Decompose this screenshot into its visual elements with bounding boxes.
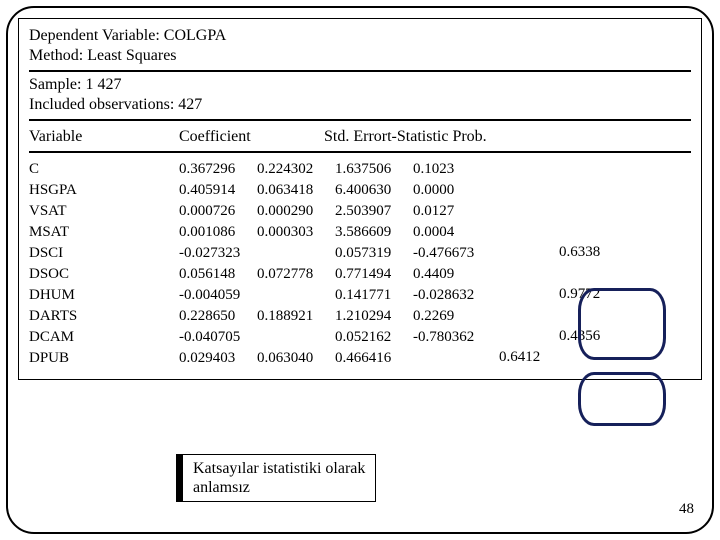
cell-t: 6.400630 bbox=[335, 180, 413, 201]
sample-section: Sample: 1 427 Included observations: 427 bbox=[29, 72, 691, 119]
table-row: MSAT0.0010860.0003033.5866090.0004 bbox=[29, 222, 691, 243]
cell-p: 0.4409 bbox=[413, 264, 491, 285]
cell-se: 0.224302 bbox=[257, 159, 335, 180]
cell-var: DSOC bbox=[29, 264, 179, 285]
cell-var: C bbox=[29, 159, 179, 180]
header-stderr: Std. Error bbox=[324, 128, 387, 145]
cell-p: 0.0004 bbox=[413, 222, 491, 243]
cell-p: -0.476673 bbox=[413, 243, 491, 264]
dependent-variable-line: Dependent Variable: COLGPA bbox=[29, 26, 691, 46]
table-row: DSOC0.0561480.0727780.7714940.4409 bbox=[29, 264, 691, 285]
cell-p: 0.0000 bbox=[413, 180, 491, 201]
cell-t: 0.141771 bbox=[335, 285, 413, 306]
cell-coef: 0.001086 bbox=[179, 222, 257, 243]
cell-coef: 0.367296 bbox=[179, 159, 257, 180]
cell-coef: 0.056148 bbox=[179, 264, 257, 285]
header-coefficient: Coefficient bbox=[179, 127, 324, 147]
callout-line-1: Katsayılar istatistiki olarak bbox=[193, 459, 365, 478]
cell-se: 0.063418 bbox=[257, 180, 335, 201]
table-row: C0.3672960.2243021.6375060.1023 bbox=[29, 159, 691, 180]
cell-var: MSAT bbox=[29, 222, 179, 243]
header-tstat: t-Statistic bbox=[387, 128, 448, 145]
cell-t: 0.771494 bbox=[335, 264, 413, 285]
included-obs-line: Included observations: 427 bbox=[29, 95, 691, 115]
cell-coef: -0.004059 bbox=[179, 285, 257, 306]
cell-p: 0.2269 bbox=[413, 306, 491, 327]
cell-p: -0.780362 bbox=[413, 327, 491, 348]
header-section: Dependent Variable: COLGPA Method: Least… bbox=[29, 23, 691, 70]
cell-var: DSCI bbox=[29, 243, 179, 264]
header-prob: Prob. bbox=[452, 128, 486, 145]
cell-t: 1.210294 bbox=[335, 306, 413, 327]
cell-se bbox=[257, 285, 335, 306]
cell-se: 0.063040 bbox=[257, 348, 335, 369]
highlight-ring-2 bbox=[578, 372, 666, 426]
callout-line-2: anlamsız bbox=[193, 478, 365, 497]
column-headers: Variable Coefficient Std. Errort-Statist… bbox=[29, 121, 691, 151]
annotation-callout: Katsayılar istatistiki olarak anlamsız bbox=[182, 454, 376, 502]
highlight-ring-1 bbox=[578, 288, 666, 360]
cell-coef: -0.040705 bbox=[179, 327, 257, 348]
cell-t: 3.586609 bbox=[335, 222, 413, 243]
cell-var: DHUM bbox=[29, 285, 179, 306]
cell-se: 0.000303 bbox=[257, 222, 335, 243]
method-line: Method: Least Squares bbox=[29, 46, 691, 66]
cell-t: 0.057319 bbox=[335, 243, 413, 264]
table-row: VSAT0.0007260.0002902.5039070.0127 bbox=[29, 201, 691, 222]
cell-var: DCAM bbox=[29, 327, 179, 348]
cell-p: -0.028632 bbox=[413, 285, 491, 306]
cell-var: DARTS bbox=[29, 306, 179, 327]
cell-se bbox=[257, 243, 335, 264]
cell-p: 0.0127 bbox=[413, 201, 491, 222]
cell-coef: 0.029403 bbox=[179, 348, 257, 369]
cell-coef: 0.405914 bbox=[179, 180, 257, 201]
cell-se: 0.188921 bbox=[257, 306, 335, 327]
header-stderr-tstat-prob: Std. Errort-Statistic Prob. bbox=[324, 127, 487, 147]
cell-coef: 0.228650 bbox=[179, 306, 257, 327]
cell-t: 2.503907 bbox=[335, 201, 413, 222]
cell-p bbox=[413, 348, 491, 369]
float-prob-dpub: 0.6412 bbox=[499, 348, 540, 367]
cell-p: 0.1023 bbox=[413, 159, 491, 180]
cell-var: HSGPA bbox=[29, 180, 179, 201]
cell-coef: 0.000726 bbox=[179, 201, 257, 222]
float-prob-dsci: 0.6338 bbox=[559, 243, 600, 262]
cell-coef: -0.027323 bbox=[179, 243, 257, 264]
sample-line: Sample: 1 427 bbox=[29, 75, 691, 95]
cell-se: 0.072778 bbox=[257, 264, 335, 285]
page-number: 48 bbox=[679, 501, 694, 518]
cell-t: 0.466416 bbox=[335, 348, 413, 369]
table-row: HSGPA0.4059140.0634186.4006300.0000 bbox=[29, 180, 691, 201]
header-variable: Variable bbox=[29, 127, 179, 147]
cell-var: VSAT bbox=[29, 201, 179, 222]
cell-var: DPUB bbox=[29, 348, 179, 369]
cell-se: 0.000290 bbox=[257, 201, 335, 222]
cell-se bbox=[257, 327, 335, 348]
cell-t: 1.637506 bbox=[335, 159, 413, 180]
cell-t: 0.052162 bbox=[335, 327, 413, 348]
